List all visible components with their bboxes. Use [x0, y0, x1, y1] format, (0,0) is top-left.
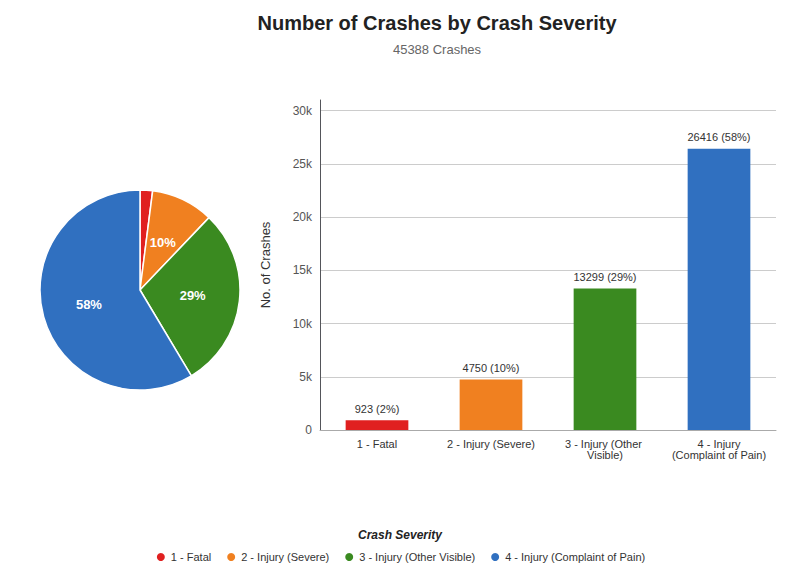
svg-text:30k: 30k — [293, 104, 313, 118]
svg-text:58%: 58% — [76, 297, 102, 312]
svg-text:Number of Crashes by Crash Sev: Number of Crashes by Crash Severity — [257, 12, 617, 34]
svg-text:Visible): Visible) — [587, 449, 623, 461]
svg-text:20k: 20k — [293, 210, 313, 224]
svg-text:15k: 15k — [293, 263, 313, 277]
svg-text:(Complaint of Pain): (Complaint of Pain) — [672, 449, 766, 461]
svg-text:45388 Crashes: 45388 Crashes — [393, 42, 482, 57]
svg-text:4 - Injury: 4 - Injury — [697, 437, 741, 450]
svg-text:2 - Injury (Severe): 2 - Injury (Severe) — [241, 551, 329, 563]
svg-text:1 - Fatal: 1 - Fatal — [171, 551, 211, 563]
svg-text:Crash Severity: Crash Severity — [358, 528, 443, 542]
svg-text:25k: 25k — [293, 157, 313, 171]
svg-text:3 - Injury (Other: 3 - Injury (Other — [565, 437, 645, 450]
svg-text:5k: 5k — [299, 370, 313, 384]
svg-text:4750 (10%): 4750 (10%) — [463, 362, 520, 374]
svg-text:29%: 29% — [180, 288, 206, 303]
svg-text:No. of Crashes: No. of Crashes — [258, 221, 273, 308]
svg-text:923 (2%): 923 (2%) — [355, 403, 400, 415]
svg-text:0: 0 — [305, 423, 312, 437]
svg-text:3 - Injury (Other Visible): 3 - Injury (Other Visible) — [359, 551, 475, 563]
svg-text:13299 (29%): 13299 (29%) — [574, 271, 637, 283]
svg-text:10%: 10% — [150, 235, 176, 250]
svg-text:2 - Injury (Severe): 2 - Injury (Severe) — [447, 438, 535, 450]
svg-text:4 - Injury (Complaint of Pain): 4 - Injury (Complaint of Pain) — [505, 551, 645, 563]
svg-text:26416 (58%): 26416 (58%) — [688, 131, 751, 143]
svg-text:10k: 10k — [293, 317, 313, 331]
svg-text:1 - Fatal: 1 - Fatal — [357, 438, 397, 450]
